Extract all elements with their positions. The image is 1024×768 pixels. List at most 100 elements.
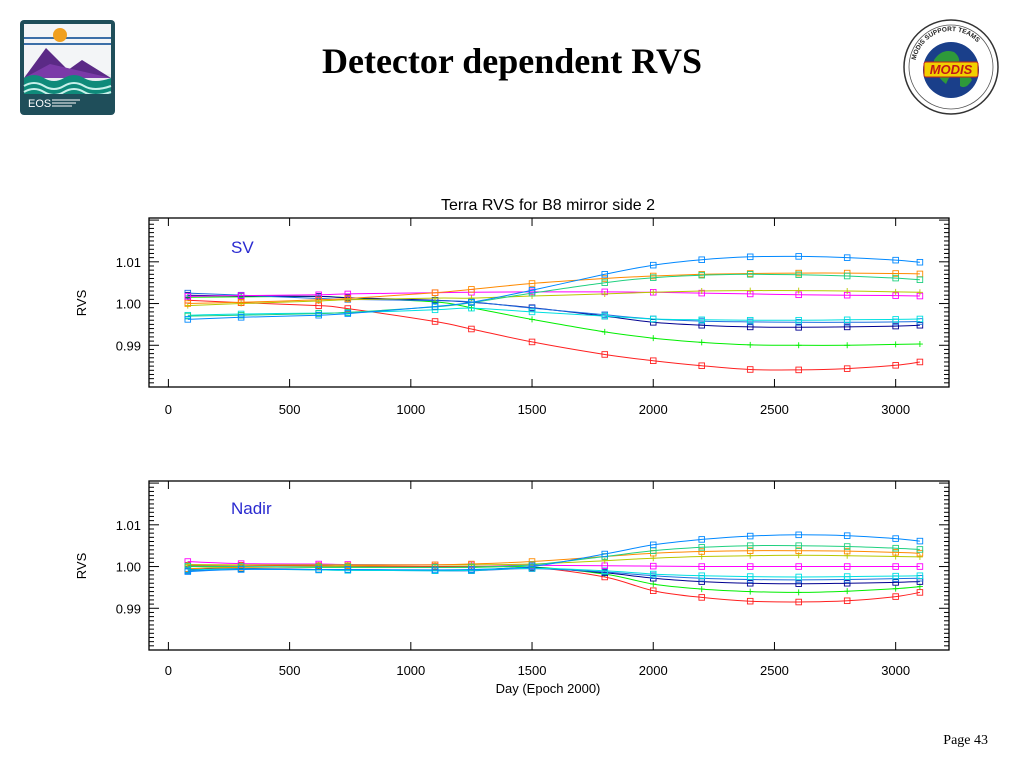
nadir-series-2-line (187, 567, 920, 585)
sv-series-6-point (844, 288, 851, 295)
nadir-series-7-point (795, 547, 802, 554)
sv-series-1-point (795, 342, 802, 349)
sv-series-6-line (187, 290, 920, 307)
sv-series-1-point (747, 341, 754, 348)
nadir-series-5-point (916, 563, 924, 570)
sv-series-9-point (843, 254, 851, 261)
nadir-series-8-point (746, 542, 754, 549)
sv-series-6-point (344, 296, 351, 303)
nadir-series-9-point (344, 566, 352, 573)
nadir-series-4-line (187, 567, 920, 578)
sv-series-9-point (649, 261, 657, 269)
sv-series-2-point (795, 324, 802, 331)
sv-series-2-point (649, 319, 657, 326)
nadir-series-6-line (187, 554, 920, 566)
sv-series-9-point (344, 310, 352, 317)
nadir-series-7-point (698, 548, 705, 555)
nadir-series-9-point (184, 568, 192, 575)
nadir-y-tick-label: 1.01 (116, 518, 141, 533)
sv-series-2-point (746, 323, 754, 331)
sv-series-0-point (795, 366, 802, 374)
chart-title: Terra RVS for B8 mirror side 2 (441, 197, 655, 214)
sv-series-3-point (184, 289, 192, 297)
sv-series-6-point (916, 289, 923, 296)
nadir-series-5-line (187, 561, 920, 568)
sv-series-2-point (892, 322, 899, 330)
nadir-series-8-point (698, 544, 705, 551)
nadir-series-8-line (187, 545, 920, 568)
sv-series-6-point (892, 288, 899, 295)
sv-series-6-point (432, 295, 439, 302)
nadir-series-6-point (184, 561, 191, 568)
nadir-series-8-point (892, 544, 899, 552)
nadir-series-9-point (601, 550, 609, 558)
sv-series-8-point (843, 272, 851, 280)
sv-series-9-point (601, 271, 609, 278)
sv-series-8-point (601, 279, 609, 286)
sv-series-0-point (649, 357, 657, 364)
nadir-series-8-point (916, 546, 924, 553)
nadir-series-4-point (843, 573, 851, 580)
nadir-series-4-point (795, 573, 802, 581)
sv-series-7-point (344, 295, 352, 302)
nadir-series-6-point (601, 557, 608, 564)
nadir-series-9-point (795, 531, 802, 539)
sv-series-9-point (468, 299, 475, 306)
nadir-series-4-point (698, 572, 705, 579)
sv-series-6-point (650, 289, 657, 296)
nadir-series-5-point (698, 563, 705, 570)
nadir-series-5-point (746, 563, 754, 570)
nadir-series-9-point (468, 566, 475, 573)
nadir-series-7-point (843, 547, 851, 555)
slide-title: Detector dependent RVS (321, 41, 703, 81)
nadir-series-0-point (746, 597, 754, 605)
nadir-x-tick-label: 2500 (760, 663, 789, 678)
nadir-series-9-point (237, 566, 245, 573)
sv-series-5-point (344, 290, 352, 298)
nadir-series-8-point (795, 542, 802, 549)
sv-series-0-point (528, 338, 536, 346)
nadir-y-axis-title: RVS (74, 552, 89, 579)
sv-series-5-point (315, 291, 322, 299)
sv-series-4-point (795, 316, 802, 324)
nadir-series-4-point (649, 570, 657, 578)
sv-series-7-point (237, 299, 245, 306)
nadir-series-9-line (187, 534, 920, 573)
sv-series-8-point (698, 271, 705, 279)
sv-series-1-point (892, 341, 899, 348)
sv-series-4-point (843, 316, 851, 324)
sv-y-tick-label: 0.99 (116, 338, 141, 353)
nadir-series-7-point (916, 549, 924, 557)
sv-series-1-point (529, 316, 536, 323)
sv-x-tick-label: 2000 (639, 402, 668, 417)
nadir-series-4-point (601, 567, 609, 574)
sv-series-8-point (892, 274, 899, 282)
sv-series-4-point (528, 308, 536, 316)
modis-logo-text: MODIS (930, 62, 973, 77)
sv-series-9-point (431, 303, 439, 310)
sv-series-2-point (843, 323, 851, 331)
nadir-series-9-point (843, 532, 851, 539)
sv-series-7-point (528, 280, 536, 287)
sv-series-9-point (698, 256, 705, 263)
sv-series-2-point (916, 321, 924, 329)
sv-series-6-point (184, 302, 191, 309)
nadir-series-6-point (916, 553, 923, 560)
sv-series-7-point (892, 270, 899, 277)
nadir-series-9-point (528, 563, 536, 570)
sv-series-3-line (187, 292, 920, 323)
sv-series-9-point (237, 314, 245, 321)
nadir-series-5-point (649, 562, 657, 570)
sv-series-8-line (187, 273, 920, 317)
eos-logo-text: EOS (28, 98, 51, 110)
sv-x-tick-label: 500 (279, 402, 301, 417)
nadir-series-8-point (843, 543, 851, 550)
sv-series-9-point (315, 311, 322, 319)
nadir-series-1-point (795, 589, 802, 596)
nadir-series-2-point (746, 579, 754, 587)
nadir-series-6-point (892, 553, 899, 560)
sv-series-7-point (431, 289, 439, 296)
nadir-series-0-point (698, 594, 705, 601)
sv-series-8-point (746, 271, 754, 278)
sv-series-8-point (795, 271, 802, 279)
